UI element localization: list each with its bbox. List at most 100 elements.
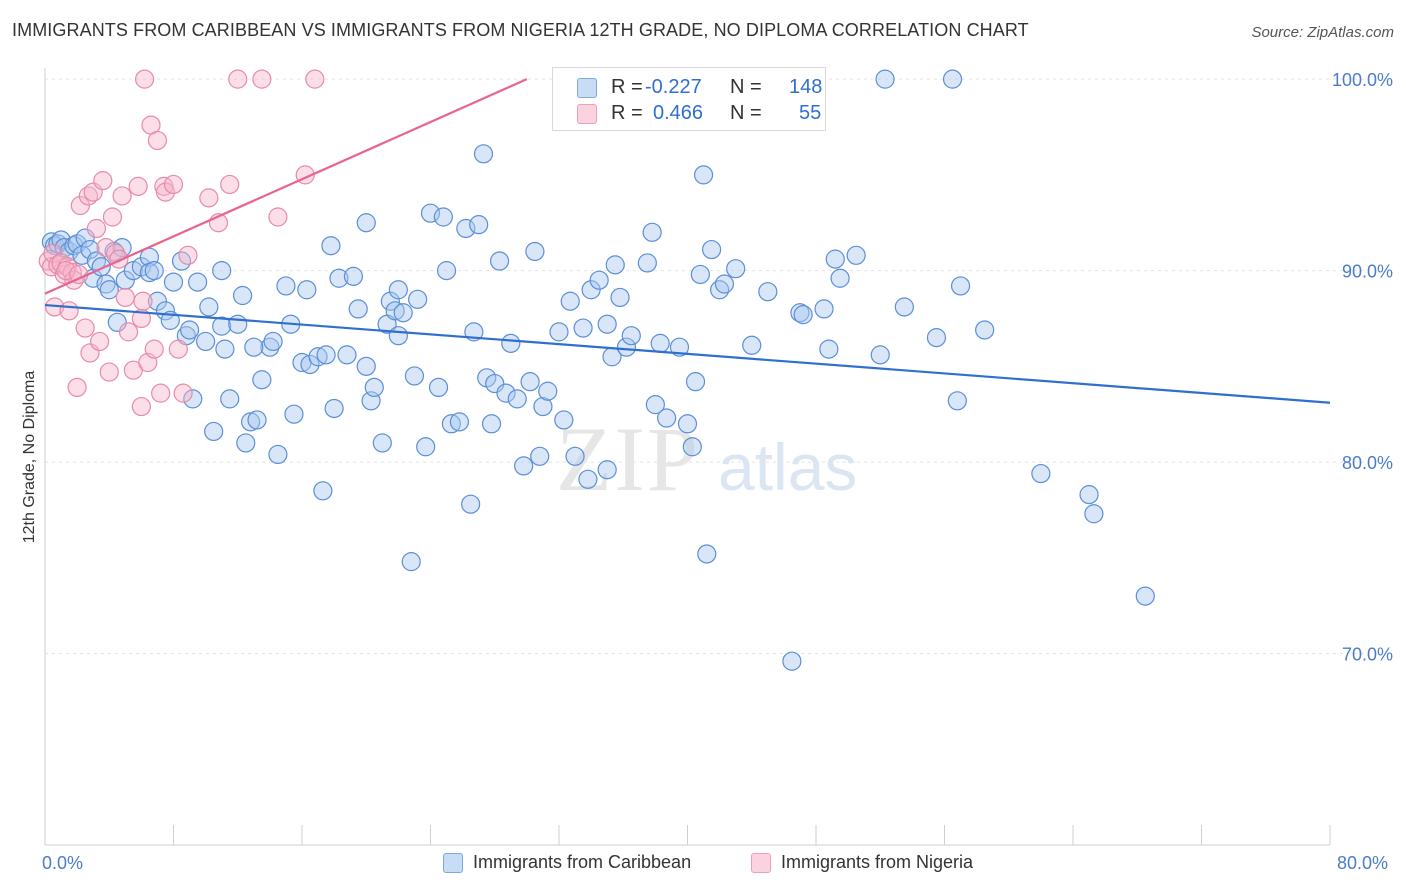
watermark: ZIP atlas	[556, 408, 857, 510]
caribbean-point	[533, 396, 553, 417]
nigeria-point	[268, 207, 288, 227]
x-tick-label-min: 0.0%	[42, 853, 84, 873]
nigeria-point	[118, 322, 139, 342]
nigeria-point	[99, 362, 119, 382]
caribbean-point	[220, 389, 240, 409]
caribbean-point	[212, 316, 232, 336]
caribbean-point	[276, 276, 296, 296]
caribbean-point	[975, 320, 995, 340]
caribbean-point	[507, 389, 527, 409]
y-tick-label: 70.0%	[1342, 645, 1393, 665]
nigeria-point	[96, 238, 116, 258]
nigeria-point	[90, 331, 110, 352]
caribbean-point	[942, 69, 963, 89]
caribbean-point	[819, 339, 839, 359]
caribbean-point	[565, 446, 585, 466]
caribbean-point	[469, 215, 489, 235]
caribbean-point	[514, 456, 534, 476]
bottom-legend-label: Immigrants from Nigeria	[781, 852, 974, 872]
caribbean-point	[268, 444, 288, 465]
caribbean-point	[758, 282, 778, 302]
caribbean-point	[581, 280, 601, 300]
nigeria-point	[43, 243, 63, 263]
caribbean-point	[690, 264, 710, 285]
nigeria-point	[199, 188, 219, 208]
nigeria-point	[59, 301, 79, 321]
nigeria-point	[155, 182, 176, 202]
source-credit: Source: ZipAtlas.com	[1251, 24, 1394, 41]
nigeria-point	[144, 339, 164, 359]
series-caribbean	[41, 69, 1155, 671]
caribbean-point	[473, 144, 494, 164]
nigeria-point	[131, 308, 151, 329]
watermark-zip: ZIP	[556, 408, 700, 510]
caribbean-point	[404, 366, 425, 386]
caribbean-point	[830, 268, 850, 288]
caribbean-point	[393, 303, 413, 323]
caribbean-point	[308, 347, 328, 367]
caribbean-point	[329, 268, 349, 288]
nigeria-point	[252, 69, 272, 89]
caribbean-point	[560, 291, 580, 311]
caribbean-point	[597, 314, 617, 334]
y-tick-label: 90.0%	[1342, 262, 1393, 282]
caribbean-point	[846, 245, 866, 265]
caribbean-point	[388, 326, 408, 346]
caribbean-point	[685, 372, 706, 392]
caribbean-point	[657, 408, 677, 428]
caribbean-point	[147, 291, 168, 311]
legend-n-value: 55	[799, 102, 822, 124]
caribbean-point	[284, 404, 304, 424]
caribbean-point	[163, 272, 184, 292]
legend-r-label: R =	[611, 102, 643, 124]
stats-legend: R = -0.227 N = 148 R = 0.466 N = 55	[552, 67, 826, 131]
caribbean-point	[693, 165, 714, 185]
trend-lines	[44, 78, 1331, 404]
nigeria-point	[173, 383, 193, 403]
legend-swatch-caribbean	[577, 78, 597, 98]
caribbean-point	[605, 255, 625, 275]
watermark-atlas: atlas	[718, 430, 857, 504]
caribbean-point	[324, 398, 344, 419]
caribbean-point	[875, 69, 895, 89]
nigeria-point	[75, 318, 95, 338]
legend-r-value: 0.466	[653, 102, 704, 124]
caribbean-point	[1135, 586, 1155, 606]
caribbean-point	[199, 297, 219, 317]
caribbean-point	[436, 261, 457, 281]
caribbean-point	[96, 274, 116, 294]
nigeria-point	[128, 176, 148, 196]
caribbean-point	[726, 259, 746, 279]
caribbean-point	[449, 412, 470, 432]
caribbean-point	[144, 261, 164, 281]
caribbean-point	[441, 414, 461, 434]
caribbean-point	[782, 651, 802, 671]
bottom-legend-swatch-nigeria	[751, 853, 771, 873]
caribbean-point	[313, 481, 333, 501]
caribbean-point	[870, 345, 890, 365]
caribbean-point	[461, 494, 481, 514]
caribbean-point	[372, 433, 392, 453]
nigeria-point	[115, 287, 135, 308]
caribbean-point	[947, 391, 967, 411]
caribbean-point	[380, 291, 400, 311]
caribbean-point	[701, 239, 722, 260]
nigeria-point	[67, 377, 87, 398]
caribbean-point	[501, 333, 521, 353]
caribbean-point	[1079, 485, 1099, 505]
caribbean-point	[790, 303, 810, 323]
caribbean-point	[385, 301, 405, 321]
nigeria-point	[112, 186, 132, 206]
nigeria-point	[305, 69, 325, 89]
caribbean-point	[456, 218, 476, 239]
caribbean-point	[650, 333, 670, 353]
caribbean-point	[530, 446, 550, 466]
legend-swatch-nigeria	[577, 104, 597, 124]
y-tick-labels: 70.0% 80.0% 90.0% 100.0%	[1332, 70, 1393, 664]
nigeria-point	[168, 339, 188, 359]
caribbean-point	[316, 345, 336, 365]
series-nigeria	[38, 69, 325, 417]
nigeria-point	[102, 207, 123, 227]
nigeria-point	[163, 174, 184, 195]
